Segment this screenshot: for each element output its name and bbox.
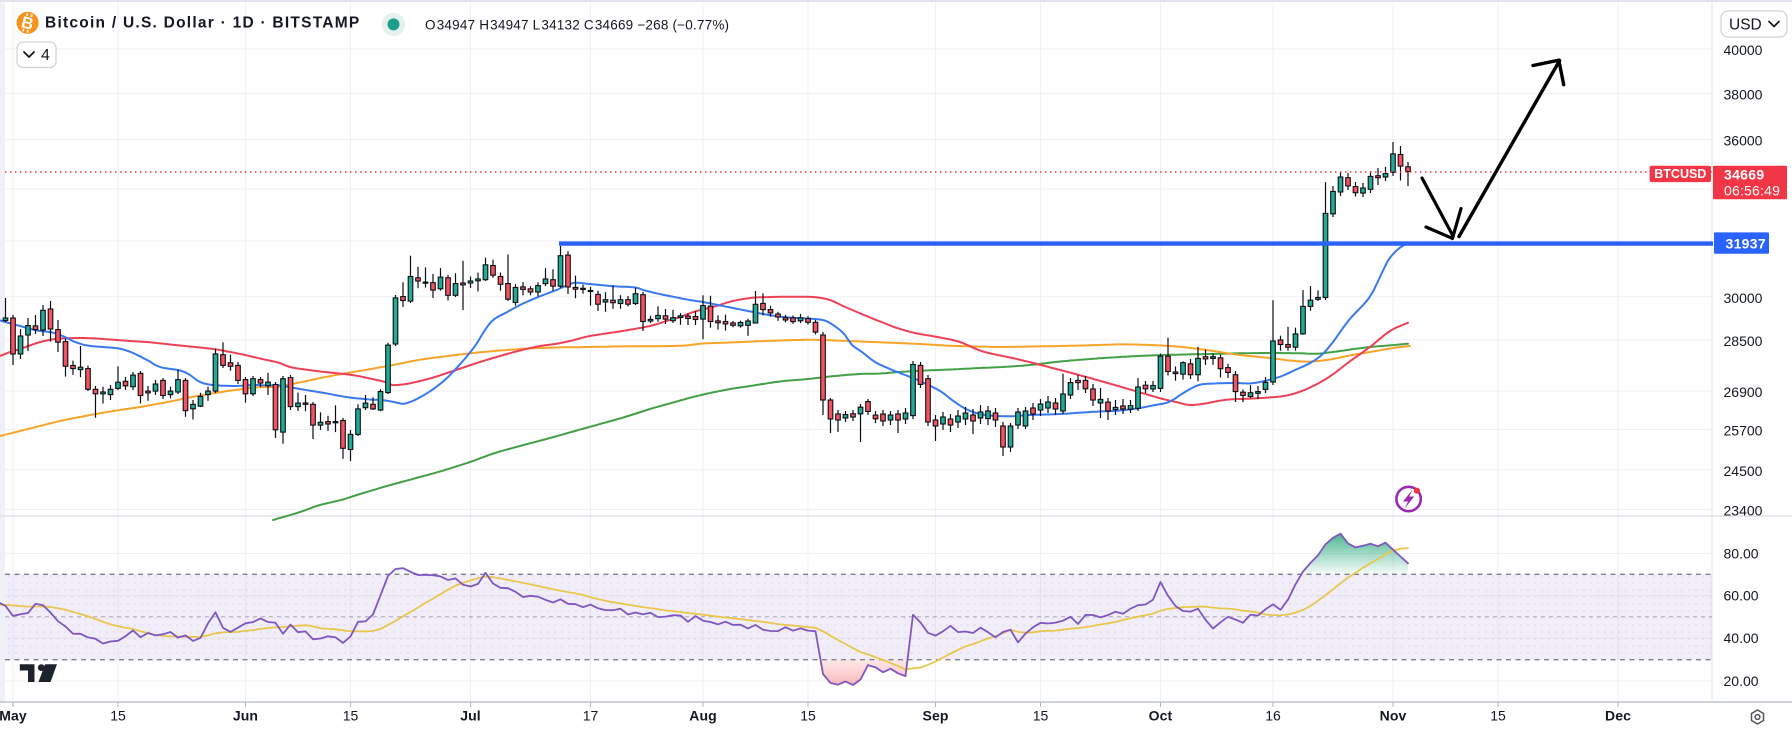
svg-text:15: 15: [110, 708, 126, 724]
svg-text:60.00: 60.00: [1724, 588, 1759, 604]
svg-text:17: 17: [583, 708, 599, 724]
svg-text:Dec: Dec: [1605, 708, 1631, 724]
svg-text:BTCUSD: BTCUSD: [1654, 167, 1706, 181]
svg-text:25700: 25700: [1724, 423, 1763, 439]
svg-text:15: 15: [800, 708, 816, 724]
svg-text:31937: 31937: [1726, 235, 1766, 251]
svg-text:Jul: Jul: [460, 708, 481, 724]
svg-text:15: 15: [343, 708, 359, 724]
svg-text:16: 16: [1265, 708, 1281, 724]
svg-text:USD: USD: [1729, 17, 1762, 34]
svg-text:B: B: [19, 13, 35, 33]
svg-text:06:56:49: 06:56:49: [1724, 183, 1780, 199]
svg-text:Sep: Sep: [923, 708, 949, 724]
svg-text:80.00: 80.00: [1724, 546, 1759, 562]
svg-text:38000: 38000: [1724, 86, 1763, 102]
svg-text:30000: 30000: [1724, 290, 1763, 306]
svg-text:Aug: Aug: [689, 708, 717, 724]
svg-text:4: 4: [41, 47, 50, 64]
svg-text:23400: 23400: [1724, 503, 1763, 519]
svg-text:May: May: [0, 708, 27, 724]
svg-text:20.00: 20.00: [1724, 673, 1759, 689]
svg-text:O34947 H34947 L34132 C34669: O34947 H34947 L34132 C34669 −268 (−0.77%…: [425, 18, 729, 33]
svg-text:40000: 40000: [1724, 42, 1763, 58]
svg-text:26900: 26900: [1724, 384, 1763, 400]
svg-text:Nov: Nov: [1380, 708, 1407, 724]
svg-text:36000: 36000: [1724, 132, 1763, 148]
svg-text:Jun: Jun: [233, 708, 258, 724]
svg-text:Bitcoin / U.S. Dollar · 1D · B: Bitcoin / U.S. Dollar · 1D · BITSTAMP: [45, 15, 361, 32]
svg-text:24500: 24500: [1724, 463, 1763, 479]
svg-text:34669: 34669: [1724, 167, 1764, 183]
svg-text:28500: 28500: [1724, 333, 1763, 349]
svg-text:15: 15: [1033, 708, 1049, 724]
svg-text:40.00: 40.00: [1724, 630, 1759, 646]
svg-text:Oct: Oct: [1149, 708, 1173, 724]
svg-text:15: 15: [1490, 708, 1506, 724]
